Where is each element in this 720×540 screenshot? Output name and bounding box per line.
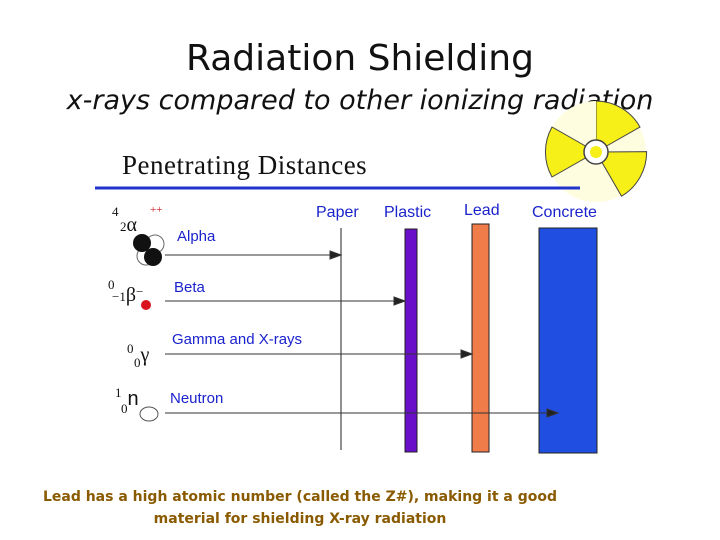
neutron-mass: 1	[115, 385, 122, 400]
slide-title: Radiation Shielding	[186, 38, 534, 79]
alpha-glyph: α	[126, 214, 137, 236]
gamma-glyph: γ	[140, 344, 150, 366]
alpha-charge-number: 2	[120, 219, 127, 234]
plastic-barrier	[404, 228, 418, 453]
alpha-symbol-body: 2α	[120, 214, 137, 237]
neutron-charge-number: 0	[121, 401, 128, 416]
gamma-symbol-body: 0γ	[134, 344, 149, 371]
beta-mass: 0	[108, 277, 115, 292]
label-neutron: Neutron	[170, 390, 224, 407]
beta-symbol-body: −1β−	[112, 284, 143, 307]
alpha-sign: ++	[150, 204, 163, 216]
label-beta: Beta	[174, 279, 205, 296]
gamma-mass: 0	[127, 341, 134, 356]
beta-charge-number: −1	[112, 289, 126, 304]
label-lead: Lead	[464, 202, 500, 219]
label-plastic: Plastic	[384, 204, 432, 221]
beta-glyph: β	[125, 284, 137, 306]
beta-sign: −	[136, 284, 144, 299]
label-paper: Paper	[316, 204, 359, 221]
slide-caption: Lead has a high atomic number (called th…	[42, 489, 558, 527]
alpha-symbol: 4	[112, 204, 119, 219]
label-concrete: Concrete	[532, 204, 597, 221]
beta-particle-icon	[141, 300, 151, 310]
gamma-charge-number: 0	[134, 355, 141, 370]
label-gamma: Gamma and X-rays	[172, 331, 303, 348]
neutron-glyph: n	[127, 388, 139, 410]
neutron-symbol-body: 0n	[121, 388, 139, 417]
lead-barrier	[471, 223, 490, 453]
alpha-particle-icon	[133, 234, 165, 266]
concrete-barrier	[538, 227, 598, 454]
label-alpha: Alpha	[177, 228, 216, 245]
diagram-heading: Penetrating Distances	[122, 150, 368, 180]
neutron-particle-icon	[139, 406, 159, 422]
